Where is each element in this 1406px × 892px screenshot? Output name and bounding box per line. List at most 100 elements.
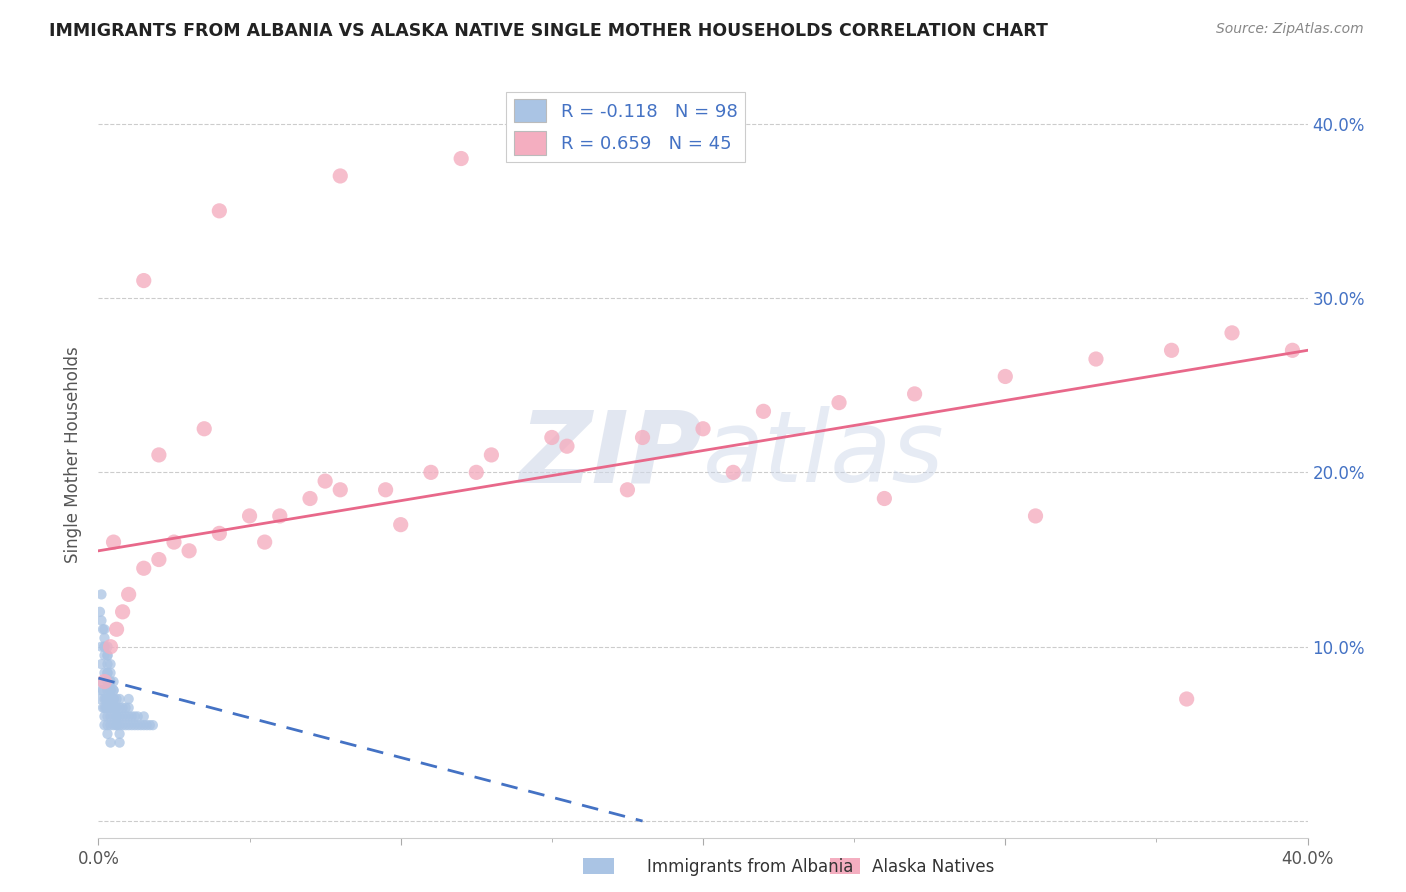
Point — [208, 203, 231, 218]
Point — [96, 640, 118, 654]
Point — [105, 709, 128, 723]
Point — [105, 622, 128, 636]
Point — [90, 674, 112, 689]
Point — [127, 709, 149, 723]
Point — [93, 709, 115, 723]
Point — [101, 692, 124, 706]
Point — [105, 692, 128, 706]
Point — [90, 614, 112, 628]
Point — [96, 718, 118, 732]
Point — [100, 640, 122, 654]
Point — [103, 692, 125, 706]
Point — [723, 466, 745, 480]
Point — [465, 466, 488, 480]
Point — [135, 718, 157, 732]
Point — [148, 448, 170, 462]
Point — [93, 622, 115, 636]
Point — [114, 718, 136, 732]
Point — [1281, 343, 1303, 358]
Point — [132, 561, 155, 575]
Point — [105, 700, 128, 714]
Point — [93, 692, 115, 706]
Point — [118, 587, 141, 601]
Point — [94, 700, 117, 714]
Point — [118, 700, 141, 714]
Point — [148, 552, 170, 566]
Point — [253, 535, 276, 549]
Point — [103, 674, 125, 689]
Text: atlas: atlas — [703, 407, 945, 503]
Point — [329, 483, 352, 497]
Point — [96, 683, 118, 698]
Legend: R = -0.118   N = 98, R = 0.659   N = 45: R = -0.118 N = 98, R = 0.659 N = 45 — [506, 92, 745, 161]
Point — [127, 718, 149, 732]
Point — [104, 700, 127, 714]
Point — [752, 404, 775, 418]
Point — [108, 735, 131, 749]
Point — [100, 674, 122, 689]
Point — [101, 700, 124, 714]
Point — [90, 640, 112, 654]
Point — [108, 700, 131, 714]
Point — [93, 648, 115, 663]
Text: Alaska Natives: Alaska Natives — [872, 858, 994, 876]
Point — [114, 700, 136, 714]
Point — [90, 683, 112, 698]
Point — [103, 718, 125, 732]
Point — [389, 517, 412, 532]
Point — [93, 674, 115, 689]
Point — [103, 709, 125, 723]
Point — [124, 718, 146, 732]
Point — [93, 640, 115, 654]
Point — [93, 700, 115, 714]
Point — [121, 718, 143, 732]
Point — [1175, 692, 1198, 706]
Point — [631, 430, 654, 444]
Point — [91, 700, 114, 714]
Point — [96, 674, 118, 689]
Point — [103, 683, 125, 698]
Point — [124, 709, 146, 723]
Point — [616, 483, 638, 497]
Point — [108, 727, 131, 741]
Point — [108, 718, 131, 732]
Point — [239, 508, 262, 523]
Point — [450, 152, 472, 166]
Point — [142, 718, 165, 732]
Point — [132, 718, 155, 732]
Point — [91, 622, 114, 636]
Point — [96, 727, 118, 741]
Point — [100, 665, 122, 680]
Point — [100, 700, 122, 714]
Point — [94, 692, 117, 706]
Point — [105, 709, 128, 723]
Point — [100, 709, 122, 723]
Point — [96, 665, 118, 680]
Point — [100, 735, 122, 749]
Point — [269, 508, 291, 523]
Point — [96, 665, 118, 680]
Point — [329, 169, 352, 183]
Point — [374, 483, 396, 497]
Point — [96, 674, 118, 689]
Point — [118, 709, 141, 723]
Point — [100, 692, 122, 706]
Point — [873, 491, 896, 506]
Point — [93, 718, 115, 732]
Point — [96, 692, 118, 706]
Point — [100, 657, 122, 672]
Point — [118, 718, 141, 732]
Point — [96, 648, 118, 663]
Point — [904, 387, 927, 401]
Point — [91, 683, 114, 698]
Point — [103, 683, 125, 698]
Point — [96, 657, 118, 672]
Point — [555, 439, 578, 453]
Point — [481, 448, 503, 462]
Point — [108, 709, 131, 723]
Point — [98, 692, 121, 706]
Point — [100, 718, 122, 732]
Point — [103, 692, 125, 706]
Point — [108, 692, 131, 706]
Point — [1160, 343, 1182, 358]
